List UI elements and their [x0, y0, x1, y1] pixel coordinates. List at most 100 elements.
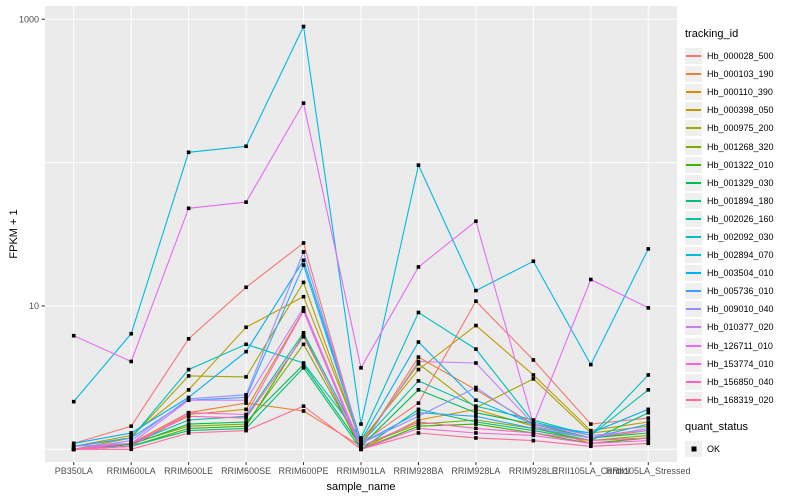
legend-title-quant-status: quant_status — [685, 420, 748, 433]
data-point-Hb_000103_190-RRIM928BA — [416, 355, 421, 359]
data-point-Hb_002894_070-RRIM600PE — [301, 24, 306, 29]
legend-section-quant-status: quant_status OK — [685, 421, 797, 458]
x-tick-label-RRIM901LA: RRIM901LA — [336, 466, 385, 476]
data-point-Hb_153774_010-RRII105LA_Control — [589, 441, 593, 446]
data-point-Hb_126711_010-RRIM600PE — [301, 101, 306, 105]
legend-item-Hb_001329_030: Hb_001329_030 — [685, 174, 797, 192]
data-point-Hb_156850_040-RRIM928LE — [531, 431, 536, 435]
data-point-Hb_001268_320-RRIM600SE — [244, 422, 248, 426]
legend-label: Hb_001894_180 — [707, 195, 774, 206]
data-point-Hb_168319_020-PB350LA — [71, 447, 76, 452]
data-point-Hb_001329_030-RRIM928LA — [474, 410, 478, 415]
legend-key-icon — [685, 283, 702, 300]
legend-key-icon — [685, 66, 702, 83]
legend-key-icon — [685, 120, 702, 137]
legend-item-Hb_005736_010: Hb_005736_010 — [685, 282, 797, 300]
y-tick-label-1000: 1000 — [19, 14, 39, 24]
data-point-Hb_156850_040-RRII105LA_Control — [589, 438, 593, 443]
data-point-Hb_002026_160-RRIM928LA — [474, 404, 478, 408]
data-point-Hb_001894_180-RRIM600PE — [301, 366, 306, 370]
x-tick-label-RRIM600PE: RRIM600PE — [279, 466, 329, 476]
y-tick-label-10: 10 — [29, 301, 39, 311]
legend-label: Hb_009010_040 — [707, 304, 774, 315]
legend-item-Hb_002092_030: Hb_002092_030 — [685, 228, 797, 246]
data-point-Hb_168319_020-RRIM600LA — [129, 447, 133, 452]
data-point-Hb_002092_030-RRII105LA_Stressed — [646, 373, 651, 377]
legend-label: Hb_000975_200 — [707, 123, 774, 134]
data-point-Hb_153774_010-RRIM600PE — [301, 309, 306, 313]
legend-key-icon — [685, 265, 702, 282]
data-point-Hb_002026_160-RRII105LA_Stressed — [646, 388, 651, 392]
legend-key-icon — [685, 301, 702, 318]
data-point-Hb_002026_160-RRIM600SE — [244, 414, 248, 419]
data-point-Hb_001322_010-RRIM928LA — [474, 422, 478, 426]
legend-item-Hb_000103_190: Hb_000103_190 — [685, 65, 797, 83]
legend-item-quant-OK: OK — [685, 440, 797, 458]
data-point-Hb_000028_500-RRIM600PE — [301, 241, 306, 245]
legend-item-Hb_001322_010: Hb_001322_010 — [685, 156, 797, 174]
legend-label: Hb_002026_160 — [707, 213, 774, 224]
data-point-Hb_001894_180-RRIM928LA — [474, 420, 478, 424]
data-point-Hb_000103_190-RRIM928LA — [474, 388, 478, 392]
data-point-Hb_168319_020-RRIM600LE — [186, 431, 191, 435]
data-point-Hb_002092_030-RRIM928LA — [474, 347, 478, 351]
data-point-Hb_126711_010-RRIM928LE — [531, 422, 536, 426]
data-point-Hb_001894_180-RRIM928BA — [416, 407, 421, 412]
data-point-Hb_000028_500-RRII105LA_Control — [589, 422, 593, 426]
data-point-Hb_156850_040-RRIM600PE — [301, 334, 306, 339]
legend-key-icon — [685, 84, 702, 101]
legend-item-Hb_126711_010: Hb_126711_010 — [685, 337, 797, 355]
data-point-Hb_001268_320-RRIM600PE — [301, 342, 306, 347]
data-point-Hb_126711_010-RRIM928BA — [416, 265, 421, 269]
data-point-Hb_003504_010-RRIM901LA — [359, 438, 363, 443]
data-point-Hb_002092_030-RRIM901LA — [359, 436, 363, 440]
legend-item-Hb_009010_040: Hb_009010_040 — [685, 300, 797, 318]
data-point-Hb_001322_010-RRIM600PE — [301, 332, 306, 337]
data-point-Hb_000103_190-RRIM600PE — [301, 409, 306, 413]
data-point-Hb_126711_010-RRIM901LA — [359, 366, 363, 370]
data-point-Hb_126711_010-RRIM600LE — [186, 206, 191, 211]
data-point-Hb_002894_070-RRII105LA_Stressed — [646, 247, 651, 251]
legend-key-icon — [685, 156, 702, 173]
data-point-Hb_010377_020-PB350LA — [71, 444, 76, 449]
legend-label: Hb_001268_320 — [707, 141, 774, 152]
legend-label: Hb_005736_010 — [707, 286, 774, 297]
legend-item-Hb_156850_040: Hb_156850_040 — [685, 373, 797, 391]
data-point-Hb_000398_050-RRII105LA_Control — [589, 428, 593, 433]
data-point-Hb_168319_020-RRIM901LA — [359, 447, 363, 452]
legend-item-Hb_153774_010: Hb_153774_010 — [685, 355, 797, 373]
legend-label: Hb_001329_030 — [707, 177, 774, 188]
data-point-Hb_001329_030-RRIM600SE — [244, 420, 248, 424]
data-point-Hb_126711_010-RRII105LA_Control — [589, 277, 593, 282]
data-point-Hb_009010_040-RRII105LA_Control — [589, 436, 593, 440]
data-point-Hb_156850_040-RRIM600LA — [129, 441, 133, 446]
data-point-Hb_000398_050-RRIM928LE — [531, 373, 536, 377]
legend-item-Hb_003504_010: Hb_003504_010 — [685, 264, 797, 282]
data-point-Hb_156850_040-RRII105LA_Stressed — [646, 436, 651, 440]
data-point-Hb_010377_020-RRII105LA_Stressed — [646, 428, 651, 433]
data-point-Hb_003504_010-RRII105LA_Stressed — [646, 407, 651, 412]
data-point-Hb_153774_010-RRIM928LA — [474, 431, 478, 435]
data-point-Hb_168319_020-RRIM600PE — [301, 404, 306, 408]
data-point-Hb_010377_020-RRIM928BA — [416, 359, 421, 364]
data-point-Hb_009010_040-RRII105LA_Stressed — [646, 426, 651, 431]
x-tick-label-RRIM928BA: RRIM928BA — [393, 466, 443, 476]
legend-label: Hb_000103_190 — [707, 69, 774, 80]
data-point-Hb_001322_010-RRIM600SE — [244, 424, 248, 428]
data-point-Hb_000398_050-RRIM600SE — [244, 325, 248, 330]
data-point-Hb_001329_030-RRIM600LE — [186, 422, 191, 426]
legend-item-Hb_000028_500: Hb_000028_500 — [685, 47, 797, 65]
legend-key-icon — [685, 319, 702, 336]
data-point-Hb_009010_040-RRIM600SE — [244, 392, 248, 397]
data-point-Hb_126711_010-RRIM600SE — [244, 200, 248, 204]
data-point-Hb_156850_040-RRIM600SE — [244, 416, 248, 420]
legend-item-Hb_000110_390: Hb_000110_390 — [685, 83, 797, 101]
data-point-Hb_001268_320-RRIM928LA — [474, 418, 478, 422]
data-point-Hb_156850_040-RRIM928LA — [474, 426, 478, 431]
legend-key-icon — [685, 355, 702, 372]
x-tick-label-RRIM928LE: RRIM928LE — [509, 466, 558, 476]
legend-label: Hb_003504_010 — [707, 268, 774, 279]
legend-item-Hb_001268_320: Hb_001268_320 — [685, 137, 797, 155]
data-point-Hb_009010_040-RRIM928LE — [531, 424, 536, 428]
